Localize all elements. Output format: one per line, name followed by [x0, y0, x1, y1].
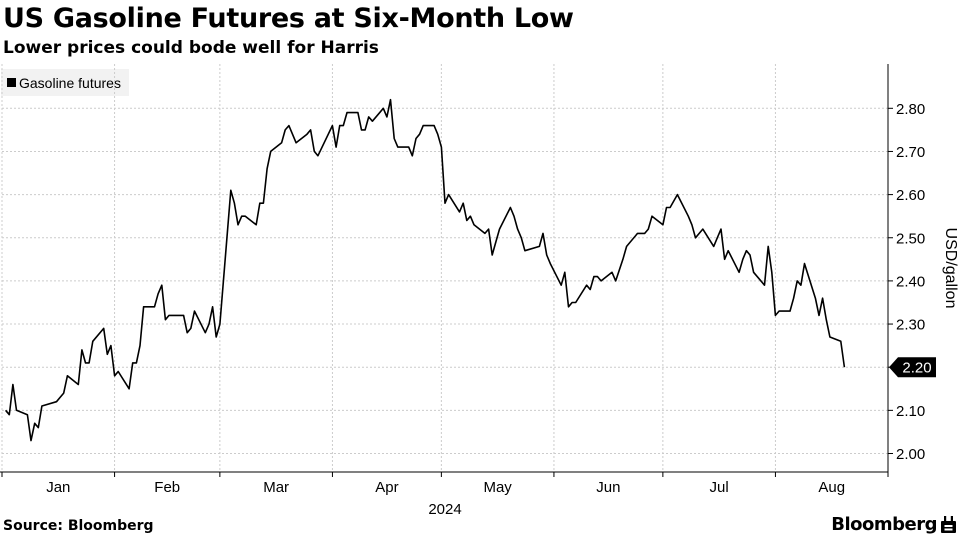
y-axis-label: USD/gallon [942, 228, 959, 309]
source-note: Source: Bloomberg [3, 518, 154, 534]
x-tick-label: Feb [154, 479, 180, 496]
chart-subtitle: Lower prices could bode well for Harris [3, 38, 379, 58]
x-tick-label: Jun [596, 479, 620, 496]
x-tick-label: Apr [375, 479, 398, 496]
x-tick-label: May [483, 479, 512, 496]
x-tick-label: Mar [263, 479, 289, 496]
y-tick-label: 2.00 [896, 446, 925, 463]
y-tick-label: 2.10 [896, 403, 925, 420]
y-tick-label: 2.60 [896, 187, 925, 204]
legend-swatch [7, 78, 16, 87]
x-tick-label: Jul [710, 479, 729, 496]
y-tick-label: 2.30 [896, 317, 925, 334]
last-value-label: 2.20 [902, 360, 931, 377]
y-tick-label: 2.50 [896, 230, 925, 247]
last-value-marker [889, 357, 936, 378]
y-tick-label: 2.70 [896, 144, 925, 161]
y-tick-label: 2.40 [896, 273, 925, 290]
brand-logo: Bloomberg [831, 514, 937, 535]
x-tick-label: Jan [46, 479, 70, 496]
y-tick-label: 2.80 [896, 101, 925, 118]
x-axis-label: 2024 [428, 501, 461, 518]
bloomberg-terminal-icon [941, 516, 956, 533]
legend-label: Gasoline futures [19, 74, 121, 91]
series-line-gasoline-futures [4, 98, 846, 442]
legend: Gasoline futures [1, 69, 129, 96]
x-tick-label: Aug [818, 479, 845, 496]
chart-title: US Gasoline Futures at Six-Month Low [3, 3, 574, 34]
